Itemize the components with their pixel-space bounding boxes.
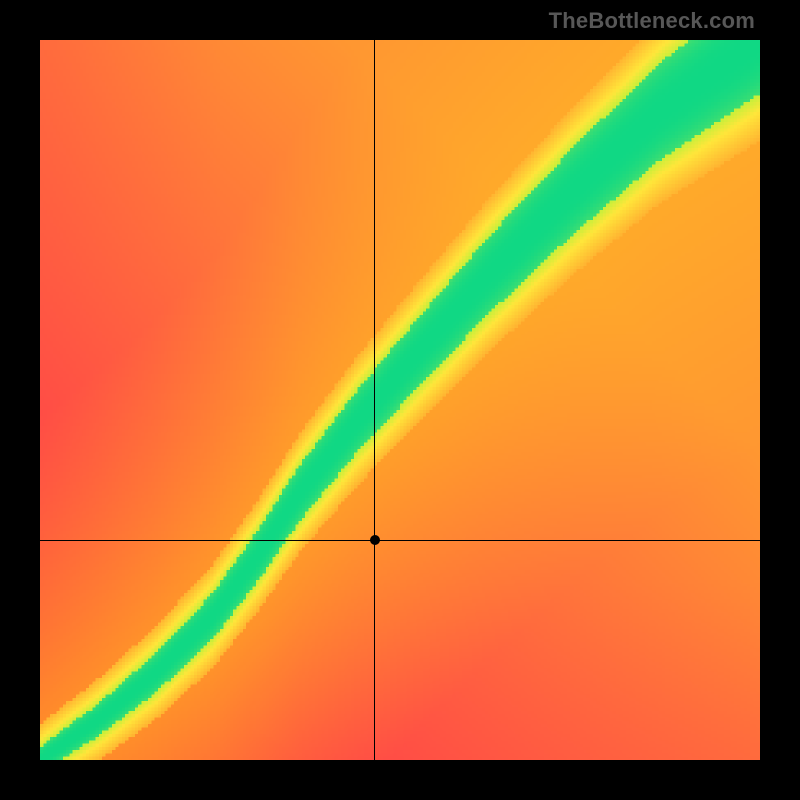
watermark-text: TheBottleneck.com (549, 8, 755, 34)
crosshair-vertical (374, 40, 375, 760)
crosshair-horizontal (40, 540, 760, 541)
heatmap-canvas (40, 40, 760, 760)
plot-area (40, 40, 760, 760)
